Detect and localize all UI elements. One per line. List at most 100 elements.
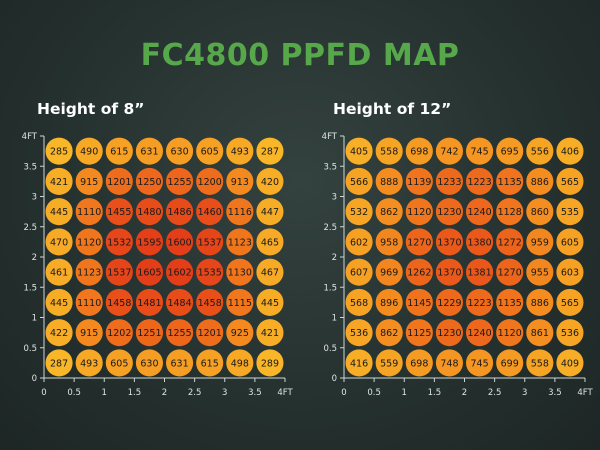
ppfd-value-label: 416 bbox=[350, 358, 368, 369]
ppfd-cell-circle bbox=[135, 288, 163, 316]
ppfd-value-label: 461 bbox=[50, 268, 68, 279]
ppfd-cell: 1128 bbox=[496, 198, 524, 226]
x-tick-label: 0.5 bbox=[67, 388, 81, 398]
x-tick-label: 2.5 bbox=[188, 388, 202, 398]
ppfd-value-label: 1595 bbox=[137, 237, 161, 248]
ppfd-cell: 615 bbox=[105, 137, 133, 165]
ppfd-cell-circle bbox=[75, 349, 103, 377]
ppfd-cell: 955 bbox=[526, 258, 554, 286]
ppfd-cell-circle bbox=[226, 198, 254, 226]
ppfd-cell: 888 bbox=[375, 167, 403, 195]
ppfd-cell: 447 bbox=[256, 198, 284, 226]
ppfd-cell-circle bbox=[375, 137, 403, 165]
ppfd-cell: 1537 bbox=[105, 258, 133, 286]
ppfd-cell: 416 bbox=[345, 349, 373, 377]
ppfd-value-label: 861 bbox=[531, 328, 549, 339]
ppfd-cell: 1135 bbox=[496, 167, 524, 195]
ppfd-value-label: 490 bbox=[80, 147, 98, 158]
ppfd-value-label: 748 bbox=[440, 358, 458, 369]
ppfd-cell-circle bbox=[226, 319, 254, 347]
ppfd-cell-circle bbox=[526, 167, 554, 195]
ppfd-cell-circle bbox=[256, 167, 284, 195]
ppfd-value-label: 1251 bbox=[137, 328, 161, 339]
ppfd-cell-circle bbox=[556, 137, 584, 165]
ppfd-cell: 913 bbox=[226, 167, 254, 195]
ppfd-cell-circle bbox=[256, 258, 284, 286]
ppfd-value-label: 745 bbox=[470, 358, 488, 369]
y-tick-label: 0.5 bbox=[323, 344, 337, 354]
ppfd-value-label: 1201 bbox=[107, 177, 131, 188]
ppfd-cell: 445 bbox=[256, 288, 284, 316]
ppfd-cell-circle bbox=[105, 228, 133, 256]
ppfd-cell: 536 bbox=[556, 319, 584, 347]
ppfd-value-label: 498 bbox=[231, 358, 249, 369]
ppfd-value-label: 615 bbox=[201, 358, 219, 369]
ppfd-cell: 422 bbox=[45, 319, 73, 347]
ppfd-value-label: 406 bbox=[561, 147, 579, 158]
ppfd-cell-circle bbox=[196, 228, 224, 256]
ppfd-value-label: 465 bbox=[261, 237, 279, 248]
ppfd-value-label: 405 bbox=[350, 147, 368, 158]
ppfd-value-label: 559 bbox=[380, 358, 398, 369]
ppfd-value-label: 1125 bbox=[407, 328, 431, 339]
x-tick-label: 2.5 bbox=[488, 388, 502, 398]
ppfd-value-label: 1532 bbox=[107, 237, 131, 248]
ppfd-value-label: 1230 bbox=[437, 207, 461, 218]
ppfd-value-label: 605 bbox=[110, 358, 128, 369]
ppfd-value-label: 1139 bbox=[407, 177, 431, 188]
ppfd-cell: 461 bbox=[45, 258, 73, 286]
ppfd-value-label: 421 bbox=[261, 328, 279, 339]
ppfd-cell-circle bbox=[166, 198, 194, 226]
ppfd-value-label: 1255 bbox=[167, 177, 191, 188]
ppfd-cell: 556 bbox=[526, 137, 554, 165]
ppfd-cell-circle bbox=[105, 288, 133, 316]
ppfd-cell: 698 bbox=[405, 137, 433, 165]
ppfd-cell-circle bbox=[466, 198, 494, 226]
y-tick-label: 0 bbox=[32, 374, 37, 384]
ppfd-cell-circle bbox=[135, 319, 163, 347]
ppfd-cell: 1125 bbox=[405, 319, 433, 347]
y-tick-label: 4FT bbox=[322, 132, 338, 142]
ppfd-value-label: 1123 bbox=[77, 268, 101, 279]
ppfd-value-label: 1602 bbox=[167, 268, 191, 279]
ppfd-cell-circle bbox=[526, 258, 554, 286]
ppfd-cell: 1595 bbox=[135, 228, 163, 256]
ppfd-value-label: 565 bbox=[561, 177, 579, 188]
ppfd-value-label: 470 bbox=[50, 237, 68, 248]
ppfd-cell-circle bbox=[105, 319, 133, 347]
ppfd-cell-circle bbox=[75, 137, 103, 165]
ppfd-cell-circle bbox=[45, 288, 73, 316]
ppfd-cell-circle bbox=[345, 228, 373, 256]
ppfd-cell: 287 bbox=[45, 349, 73, 377]
ppfd-cell: 959 bbox=[526, 228, 554, 256]
ppfd-cell: 605 bbox=[196, 137, 224, 165]
ppfd-cell: 1230 bbox=[435, 319, 463, 347]
ppfd-value-label: 447 bbox=[261, 207, 279, 218]
ppfd-cell: 1230 bbox=[435, 198, 463, 226]
ppfd-cell: 445 bbox=[45, 198, 73, 226]
ppfd-cell: 565 bbox=[556, 167, 584, 195]
ppfd-cell: 1130 bbox=[226, 258, 254, 286]
x-tick-label: 1 bbox=[102, 388, 107, 398]
ppfd-value-label: 568 bbox=[350, 298, 368, 309]
ppfd-cell: 603 bbox=[556, 258, 584, 286]
ppfd-value-label: 615 bbox=[110, 147, 128, 158]
ppfd-value-label: 445 bbox=[50, 207, 68, 218]
x-tick-label: 3.5 bbox=[248, 388, 262, 398]
ppfd-value-label: 958 bbox=[380, 237, 398, 248]
ppfd-value-label: 896 bbox=[380, 298, 398, 309]
ppfd-cell-circle bbox=[345, 258, 373, 286]
ppfd-cell: 748 bbox=[435, 349, 463, 377]
ppfd-cell-circle bbox=[526, 319, 554, 347]
ppfd-value-label: 1116 bbox=[228, 207, 252, 218]
ppfd-cell-circle bbox=[135, 198, 163, 226]
ppfd-cell: 615 bbox=[196, 349, 224, 377]
y-tick-label: 1.5 bbox=[23, 283, 37, 293]
ppfd-cell: 558 bbox=[375, 137, 403, 165]
ppfd-cell-circle bbox=[466, 319, 494, 347]
ppfd-cell-circle bbox=[226, 167, 254, 195]
ppfd-cell: 1201 bbox=[105, 167, 133, 195]
ppfd-cell-circle bbox=[526, 288, 554, 316]
ppfd-cell-circle bbox=[435, 319, 463, 347]
ppfd-value-label: 1223 bbox=[467, 177, 491, 188]
